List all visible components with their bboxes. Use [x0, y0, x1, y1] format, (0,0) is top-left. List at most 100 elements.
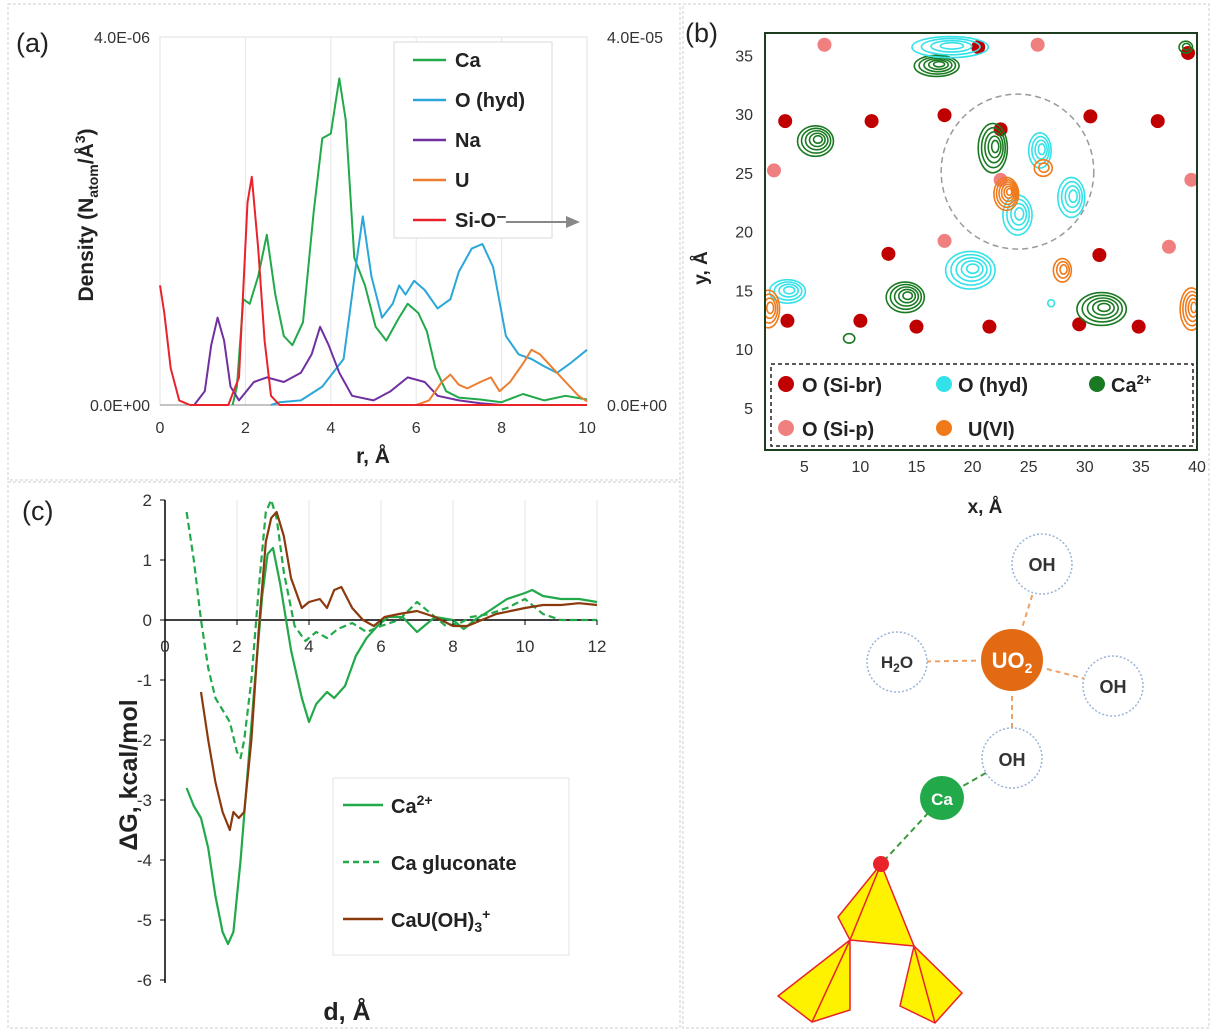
- legend-b-marker-u-vi: [936, 420, 952, 436]
- legend-a-label-o-hyd: O (hyd): [455, 90, 525, 112]
- contour-level: [913, 54, 960, 78]
- contour-level: [1076, 291, 1128, 327]
- contour-level: [768, 278, 807, 304]
- y-tick-b: 30: [735, 107, 753, 124]
- tetrahedron-right-edge: [913, 945, 936, 1024]
- contour-level: [902, 291, 914, 301]
- contour-ca: [977, 122, 1009, 174]
- contour-ca: [842, 332, 856, 344]
- contour-level: [1081, 294, 1124, 323]
- contour-level: [1091, 299, 1115, 316]
- o-si-p-point: [766, 163, 781, 178]
- panel-b-label: (b): [685, 18, 718, 48]
- contour-level: [897, 288, 917, 304]
- ca-node: [920, 776, 964, 820]
- y-tick-c: -3: [137, 791, 152, 810]
- y-tick-c: 2: [143, 491, 152, 510]
- x-axis-label-b: x, Å: [968, 497, 1003, 518]
- x-tick-c: 4: [304, 637, 313, 656]
- panel-c-frame: [7, 481, 681, 1029]
- x-axis-label-c: d, Å: [323, 997, 370, 1026]
- o-si-br-point: [881, 246, 896, 261]
- contour-level: [1037, 143, 1046, 156]
- legend-b-box: [770, 363, 1194, 447]
- contour-level: [965, 263, 980, 275]
- x-tick-b: 25: [1020, 459, 1038, 476]
- panel-a: (a) 0 2 4 6 8 10 4.0E-06 0.0E+00 4.0E-05 0.0E…: [16, 28, 667, 468]
- contour-level: [808, 132, 826, 148]
- contour-level: [977, 122, 1009, 174]
- y-axis-label-b: y, Å: [691, 251, 712, 285]
- uo2-label: UO2: [992, 648, 1033, 676]
- y-tick-c: -4: [137, 851, 152, 870]
- o-si-p-point: [1161, 239, 1176, 254]
- contour-o-hyd: [911, 35, 990, 59]
- panel-a-label: (a): [16, 28, 49, 58]
- contour-ca: [1076, 291, 1128, 327]
- contour-u-vi: [1179, 287, 1197, 331]
- o-si-p-point: [1030, 37, 1045, 52]
- contour-o-hyd: [1046, 298, 1056, 308]
- contour-level: [1187, 297, 1197, 318]
- contour-level: [796, 124, 835, 158]
- contour-level: [1003, 185, 1014, 200]
- series-line-na: [193, 316, 587, 406]
- highlight-circle: [940, 93, 1095, 250]
- legend-c-label-cau-oh: CaU(OH)3+: [391, 906, 490, 935]
- contour-level: [1000, 183, 1016, 203]
- legend-b-marker-o-si-br: [778, 376, 794, 392]
- contour-level: [1059, 264, 1068, 275]
- plot-a-x-ticks: 0 2 4 6 8 10: [156, 420, 596, 437]
- x-tick-a: 4: [326, 420, 335, 437]
- tetrahedron-left-edge: [811, 939, 851, 1023]
- contour-level: [765, 297, 777, 320]
- o-si-br-point: [982, 319, 997, 334]
- series-line-u: [415, 348, 588, 406]
- legend-b: O (Si-br) O (hyd) Ca2+ O (Si-p) U(VI): [778, 372, 1152, 441]
- x-tick-c: 0: [160, 637, 169, 656]
- o-si-br-point: [780, 313, 795, 328]
- y-tick-b: 10: [735, 342, 753, 359]
- contour-level: [1005, 187, 1013, 197]
- legend-c-label-ca: Ca2+: [391, 792, 433, 818]
- o-si-br-point: [778, 114, 793, 129]
- contour-ca: [796, 124, 835, 158]
- contour-level: [1097, 302, 1111, 313]
- y-tick-b: 35: [735, 48, 753, 65]
- y-right-tick-bottom: 0.0E+00: [607, 398, 667, 415]
- y-axis-label-a: Density (Natom/Å3): [72, 128, 101, 301]
- contour-level: [1179, 287, 1197, 331]
- y-tick-c: -6: [137, 971, 152, 990]
- contour-level: [1068, 189, 1078, 204]
- panel-c: (c) 210-1-2-3-4-5-60 2 4 6 8 10 12 Ca2+Ca gluc…: [22, 491, 606, 1026]
- panel-b-frame: [682, 3, 1210, 1029]
- legend-b-marker-ca: [1089, 376, 1105, 392]
- panel-c-label: (c): [22, 496, 53, 526]
- contour-level: [980, 126, 1007, 169]
- o-si-br-point: [1072, 317, 1087, 332]
- contour-level: [783, 285, 796, 295]
- contour-level: [911, 35, 990, 59]
- o-si-br-point: [937, 108, 952, 123]
- contour-level: [944, 250, 996, 290]
- panel-b: (b) 5 10 15 20 25 30 35 40 5 10 15 20 25 30 35 O (Si-b…: [685, 18, 1206, 518]
- o-si-br-point: [1131, 319, 1146, 334]
- contour-ca: [913, 54, 960, 78]
- contour-level: [950, 253, 992, 286]
- contour-o-hyd: [1027, 132, 1052, 169]
- h2o-node: [866, 631, 928, 693]
- tetrahedron-right: [899, 944, 964, 1024]
- legend-b-label-o-si-br: O (Si-br): [802, 375, 882, 397]
- legend-a-label-na: Na: [455, 130, 481, 152]
- x-tick-b: 30: [1076, 459, 1094, 476]
- contour-ca: [885, 281, 926, 314]
- x-tick-a: 6: [412, 420, 421, 437]
- legend-b-label-ca: Ca2+: [1111, 372, 1152, 397]
- contour-level: [930, 39, 973, 53]
- x-axis-label-a: r, Å: [356, 444, 390, 468]
- x-tick-b: 40: [1188, 459, 1206, 476]
- contour-level: [1038, 162, 1050, 174]
- contour-level: [778, 283, 800, 298]
- legend-a: Ca O (hyd) Na U Si-O⁻: [393, 41, 553, 239]
